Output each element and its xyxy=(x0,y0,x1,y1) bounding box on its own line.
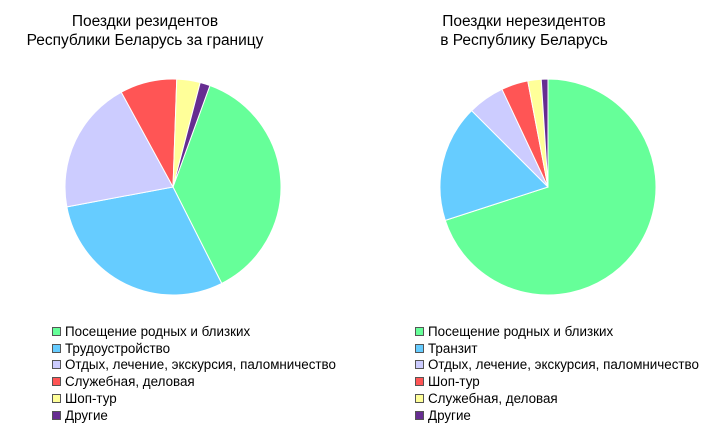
pie-chart xyxy=(64,78,282,296)
pie-slice-1 xyxy=(172,84,282,285)
legend-item: Другие xyxy=(52,407,336,424)
legend-swatch xyxy=(415,360,424,370)
pie-slice-1 xyxy=(444,78,657,296)
legend-swatch xyxy=(415,377,424,387)
legend-label: Отдых, лечение, экскурсия, паломничество xyxy=(428,357,699,373)
legend-item: Служебная, деловая xyxy=(52,373,336,390)
pie-slice-3 xyxy=(64,91,174,208)
legend-item: Посещение родных и близких xyxy=(52,323,336,340)
legend-label: Другие xyxy=(65,407,108,423)
legend-item: Отдых, лечение, экскурсия, паломничество xyxy=(52,357,336,374)
pie-slice-6 xyxy=(172,81,211,188)
legend-item: Шоп-тур xyxy=(415,373,699,390)
legend-label: Шоп-тур xyxy=(65,391,117,407)
legend-swatch xyxy=(415,394,424,404)
legend-item: Отдых, лечение, экскурсия, паломничество xyxy=(415,357,699,374)
chart-title: Поездки нерезидентов в Республику Белару… xyxy=(344,12,704,50)
legend-item: Служебная, деловая xyxy=(415,390,699,407)
legend-item: Транзит xyxy=(415,340,699,357)
chart-residents: Поездки резидентов Республики Беларусь з… xyxy=(0,12,336,424)
legend-label: Посещение родных и близких xyxy=(428,323,614,339)
legend: Посещение родных и близких Транзит Отдых, … xyxy=(415,323,699,424)
pie-slice-2 xyxy=(439,109,549,222)
chart-title: Поездки резидентов Республики Беларусь з… xyxy=(0,12,325,50)
chart-title-line: Республики Беларусь за границу xyxy=(26,32,264,49)
legend-label: Шоп-тур xyxy=(428,374,480,390)
legend-item: Посещение родных и близких xyxy=(415,323,699,340)
legend-label: Другие xyxy=(428,407,471,423)
pie-slice-2 xyxy=(66,186,223,296)
legend-label: Посещение родных и близких xyxy=(65,323,251,339)
legend-item: Шоп-тур xyxy=(52,390,336,407)
legend-swatch xyxy=(52,377,61,387)
pie-slice-6 xyxy=(540,78,549,188)
legend-label: Отдых, лечение, экскурсия, паломничество xyxy=(65,357,336,373)
legend-item: Другие xyxy=(415,407,699,424)
legend-label: Служебная, деловая xyxy=(428,391,558,407)
chart-nonresidents: Поездки нерезидентов в Республику Белару… xyxy=(360,0,720,430)
legend-item: Трудоустройство xyxy=(52,340,336,357)
chart-title-line: в Республику Беларусь xyxy=(440,32,608,49)
legend-swatch xyxy=(52,360,61,370)
legend-swatch xyxy=(415,410,424,420)
legend-swatch xyxy=(52,343,61,353)
legend-swatch xyxy=(52,394,61,404)
pie-chart xyxy=(439,78,657,296)
legend: Посещение родных и близких Трудоустройств… xyxy=(52,323,336,424)
legend-swatch xyxy=(52,326,61,336)
legend-swatch xyxy=(415,343,424,353)
chart-title-line: Поездки нерезидентов xyxy=(442,13,606,30)
legend-label: Служебная, деловая xyxy=(65,374,195,390)
legend-label: Транзит xyxy=(428,340,478,356)
legend-swatch xyxy=(415,326,424,336)
chart-title-line: Поездки резидентов xyxy=(71,13,219,30)
legend-label: Трудоустройство xyxy=(65,340,171,356)
legend-swatch xyxy=(52,410,61,420)
